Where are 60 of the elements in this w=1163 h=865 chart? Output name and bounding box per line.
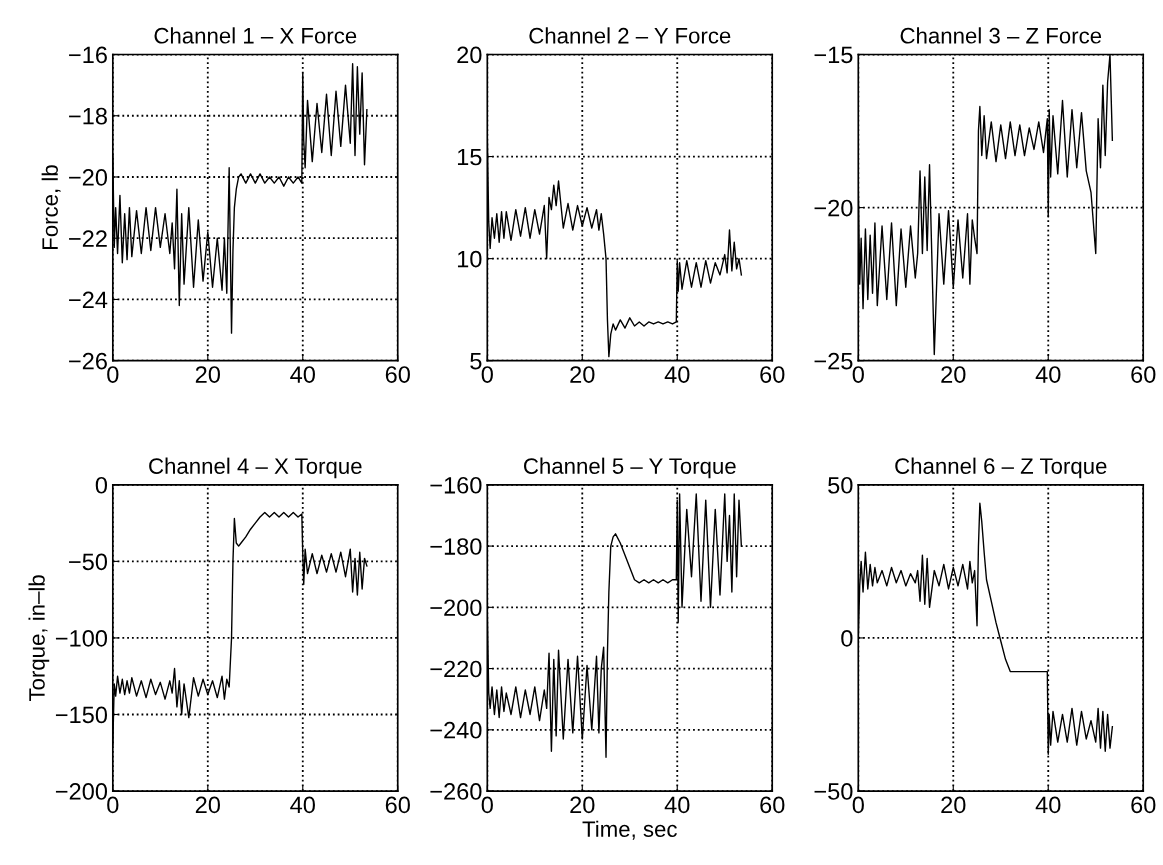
y-tick-label: −24 [69,291,108,309]
y-tick-label: 50 [828,476,853,494]
x-tick-label: 20 [195,366,220,383]
x-tick-label: 20 [941,366,966,383]
y-tick-label: −220 [430,660,482,678]
x-tick-label: 0 [107,796,119,814]
x-tick-label: 60 [1131,366,1156,383]
y-tick-label: −240 [430,721,482,739]
x-tick-label: 0 [107,366,119,383]
x-tick-label: 60 [385,796,410,814]
y-tick-label: −50 [814,783,853,800]
x-tick-label: 20 [570,366,595,383]
x-tick-label: 20 [195,796,220,814]
y-axis-title: Torque, in–lb [28,575,50,702]
y-tick-label: −180 [430,538,482,555]
x-tick-label: 40 [290,796,315,814]
x-tick-label: 40 [290,366,315,383]
y-tick-label: −25 [814,352,853,370]
y-tick-label: −26 [69,352,107,370]
y-tick-label: −100 [55,630,108,647]
x-tick-label: 40 [664,366,690,383]
x-tick-label: 0 [481,366,493,383]
chart-title: Channel 5 – Y Torque [524,457,736,479]
y-tick-label: −20 [814,199,853,217]
y-tick-label: 10 [457,250,482,268]
y-axis-title: Force, lb [41,165,61,249]
chart-title: Channel 4 – X Torque [149,457,362,479]
y-tick-label: −150 [55,706,108,724]
y-tick-label: −50 [69,553,108,571]
x-tick-label: 0 [481,796,493,814]
x-tick-label: 40 [1035,366,1061,383]
x-tick-label: 40 [1035,796,1061,814]
chart-title: Channel 6 – Z Torque [895,457,1107,479]
y-tick-label: −20 [69,169,108,186]
chart-title: Channel 1 – X Force [154,27,357,44]
x-tick-label: 60 [385,366,410,383]
y-tick-label: 0 [95,476,108,494]
x-tick-label: 60 [1131,796,1156,814]
x-tick-label: 60 [760,796,785,814]
y-tick-label: 5 [470,353,482,370]
y-tick-label: −260 [430,783,482,800]
y-tick-label: −15 [814,46,853,64]
y-tick-label: 15 [457,148,482,166]
y-tick-label: −22 [69,230,107,247]
x-tick-label: 20 [941,796,966,814]
y-tick-label: −16 [69,46,107,64]
y-tick-label: −200 [430,599,482,617]
x-tick-label: 0 [852,796,864,814]
y-tick-label: −18 [69,107,107,125]
x-axis-title: Time, sec [582,820,677,840]
chart-title: Channel 3 – Z Force [900,27,1102,44]
y-tick-label: −160 [430,476,482,494]
x-tick-label: 20 [570,796,595,814]
y-tick-label: −200 [55,783,108,800]
y-tick-label: 20 [457,46,482,64]
chart-title: Channel 2 – Y Force [529,27,731,44]
x-tick-label: 40 [664,796,690,814]
y-tick-label: 0 [841,630,853,647]
x-tick-label: 60 [760,366,785,383]
x-tick-label: 0 [852,366,864,383]
